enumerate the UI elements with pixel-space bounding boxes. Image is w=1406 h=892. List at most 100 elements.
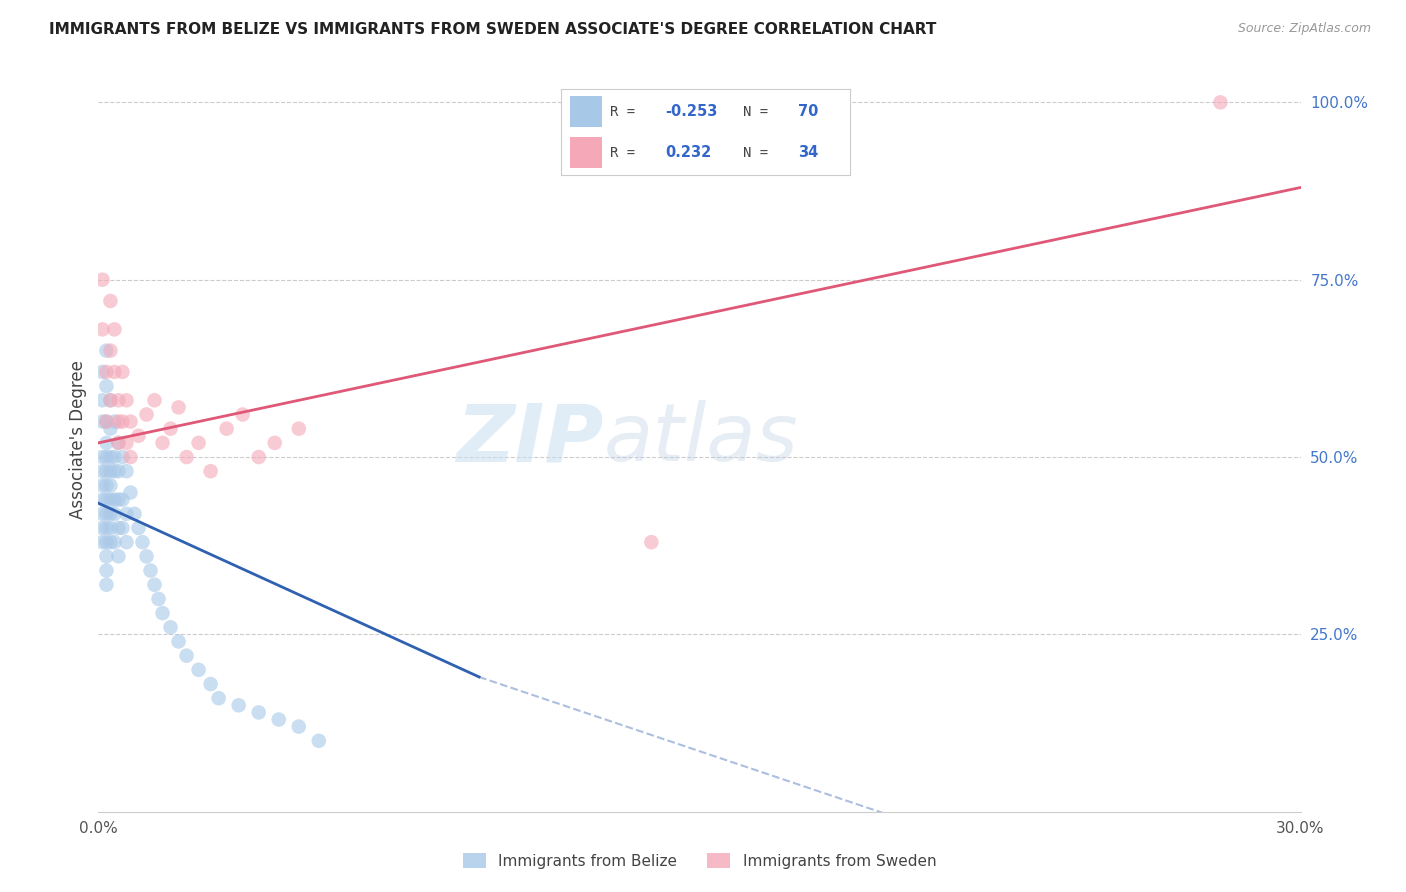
Point xyxy=(96,492,118,507)
Point xyxy=(91,492,114,507)
Point xyxy=(107,435,129,450)
Point xyxy=(96,578,118,592)
Point xyxy=(96,478,118,492)
Point xyxy=(120,450,142,464)
Point xyxy=(103,507,125,521)
Point xyxy=(100,393,122,408)
Point xyxy=(228,698,250,713)
Point xyxy=(96,521,118,535)
Point xyxy=(107,549,129,564)
Point xyxy=(107,492,129,507)
Point xyxy=(103,464,125,478)
Point xyxy=(96,564,118,578)
Point xyxy=(288,422,311,436)
Point xyxy=(100,393,122,408)
Point xyxy=(143,578,166,592)
Point xyxy=(100,450,122,464)
Point xyxy=(640,535,662,549)
Point xyxy=(111,492,134,507)
Point xyxy=(187,435,209,450)
Point xyxy=(91,464,114,478)
Point xyxy=(107,435,129,450)
Point xyxy=(91,322,114,336)
Point xyxy=(100,492,122,507)
Point xyxy=(96,415,118,429)
Point xyxy=(107,415,129,429)
Point xyxy=(91,365,114,379)
Point xyxy=(308,733,330,747)
Point xyxy=(167,401,190,415)
Point xyxy=(115,393,138,408)
Text: atlas: atlas xyxy=(603,401,799,478)
Point xyxy=(103,535,125,549)
Point xyxy=(159,620,181,634)
Point xyxy=(128,521,150,535)
Point xyxy=(96,549,118,564)
Point xyxy=(115,464,138,478)
Text: ZIP: ZIP xyxy=(456,401,603,478)
Point xyxy=(103,415,125,429)
Point xyxy=(148,591,170,606)
Point xyxy=(103,492,125,507)
Point xyxy=(200,464,222,478)
Point xyxy=(128,429,150,443)
Text: IMMIGRANTS FROM BELIZE VS IMMIGRANTS FROM SWEDEN ASSOCIATE'S DEGREE CORRELATION : IMMIGRANTS FROM BELIZE VS IMMIGRANTS FRO… xyxy=(49,22,936,37)
Point xyxy=(115,435,138,450)
Point xyxy=(176,648,198,663)
Point xyxy=(91,450,114,464)
Point xyxy=(120,415,142,429)
Point xyxy=(96,379,118,393)
Point xyxy=(96,415,118,429)
Point xyxy=(1209,95,1232,110)
Legend: Immigrants from Belize, Immigrants from Sweden: Immigrants from Belize, Immigrants from … xyxy=(457,847,942,875)
Point xyxy=(107,393,129,408)
Point xyxy=(176,450,198,464)
Point xyxy=(232,408,254,422)
Point xyxy=(91,535,114,549)
Point xyxy=(107,464,129,478)
Point xyxy=(107,521,129,535)
Point xyxy=(91,507,114,521)
Point xyxy=(96,435,118,450)
Point xyxy=(111,521,134,535)
Point xyxy=(135,408,157,422)
Point xyxy=(152,606,174,620)
Point xyxy=(159,422,181,436)
Point xyxy=(103,450,125,464)
Point xyxy=(135,549,157,564)
Point xyxy=(111,365,134,379)
Point xyxy=(263,435,285,450)
Point xyxy=(115,507,138,521)
Point xyxy=(100,478,122,492)
Point xyxy=(100,507,122,521)
Point xyxy=(115,535,138,549)
Point xyxy=(100,343,122,358)
Point xyxy=(120,485,142,500)
Point xyxy=(288,720,311,734)
Point xyxy=(103,322,125,336)
Point xyxy=(100,293,122,308)
Point xyxy=(96,450,118,464)
Point xyxy=(91,273,114,287)
Point xyxy=(100,422,122,436)
Point xyxy=(100,521,122,535)
Point xyxy=(267,713,290,727)
Point xyxy=(247,706,270,720)
Point xyxy=(103,365,125,379)
Point xyxy=(167,634,190,648)
Point xyxy=(143,393,166,408)
Point xyxy=(111,450,134,464)
Point xyxy=(111,415,134,429)
Text: Source: ZipAtlas.com: Source: ZipAtlas.com xyxy=(1237,22,1371,36)
Point xyxy=(215,422,238,436)
Point xyxy=(139,564,162,578)
Point xyxy=(152,435,174,450)
Point xyxy=(96,365,118,379)
Point xyxy=(187,663,209,677)
Point xyxy=(247,450,270,464)
Point xyxy=(91,415,114,429)
Point xyxy=(91,478,114,492)
Point xyxy=(96,535,118,549)
Point xyxy=(100,464,122,478)
Point xyxy=(96,464,118,478)
